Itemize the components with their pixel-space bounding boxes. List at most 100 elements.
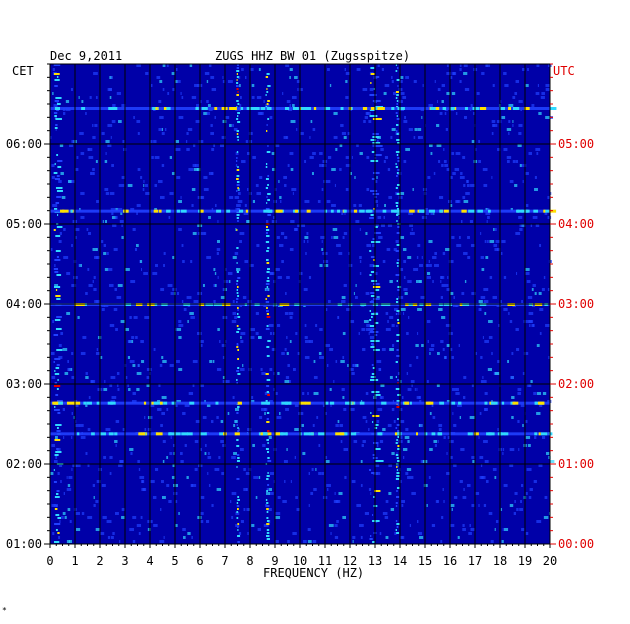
- event-cell: [214, 107, 218, 110]
- band-cell: [236, 301, 238, 303]
- noise-cell: [115, 208, 118, 211]
- noise-cell: [390, 136, 393, 139]
- noise-cell: [172, 464, 176, 467]
- event-cell: [138, 432, 142, 436]
- band-cell: [236, 346, 239, 348]
- band-cell: [56, 490, 60, 492]
- noise-cell: [172, 444, 176, 447]
- noise-cell: [136, 204, 141, 207]
- noise-cell: [417, 136, 420, 139]
- noise-cell: [120, 320, 126, 323]
- noise-cell: [220, 440, 224, 443]
- noise-cell: [252, 444, 255, 447]
- noise-cell: [417, 532, 423, 535]
- noise-cell: [200, 344, 203, 347]
- band-cell: [54, 373, 60, 375]
- noise-cell: [290, 168, 294, 171]
- event-cell: [266, 401, 271, 405]
- band-cell: [266, 316, 271, 318]
- noise-cell: [243, 212, 249, 215]
- noise-cell: [58, 344, 62, 347]
- noise-cell: [449, 524, 455, 527]
- noise-cell: [50, 352, 55, 355]
- noise-cell: [283, 460, 288, 463]
- noise-cell: [227, 412, 230, 415]
- noise-cell: [446, 452, 448, 455]
- noise-cell: [353, 204, 357, 207]
- event-cell: [83, 401, 87, 405]
- noise-cell: [75, 424, 80, 427]
- noise-cell: [252, 200, 256, 203]
- noise-cell: [255, 184, 259, 187]
- band-cell: [371, 151, 375, 153]
- band-cell: [395, 202, 399, 204]
- cet-label: CET: [12, 64, 34, 78]
- noise-cell: [468, 532, 472, 535]
- band-cell: [396, 496, 400, 498]
- noise-cell: [338, 492, 343, 495]
- noise-cell: [535, 224, 540, 227]
- band-cell: [372, 367, 375, 369]
- noise-cell: [368, 428, 370, 431]
- band-cell: [266, 421, 270, 423]
- noise-cell: [212, 360, 215, 363]
- noise-cell: [435, 500, 438, 503]
- noise-cell: [331, 236, 333, 239]
- band-cell: [236, 424, 238, 426]
- noise-cell: [297, 224, 300, 227]
- noise-cell: [185, 140, 188, 143]
- noise-cell: [132, 540, 136, 543]
- noise-cell: [76, 528, 81, 531]
- noise-cell: [96, 248, 98, 251]
- x-tick-label: 7: [221, 554, 228, 568]
- noise-cell: [178, 324, 184, 327]
- noise-cell: [300, 132, 304, 135]
- event-cell: [329, 401, 335, 405]
- band-cell: [265, 310, 269, 312]
- noise-cell: [90, 380, 96, 383]
- noise-cell: [438, 424, 443, 427]
- band-cell: [370, 271, 375, 273]
- noise-cell: [436, 384, 440, 387]
- band-cell: [266, 475, 270, 477]
- noise-cell: [181, 300, 184, 303]
- band-cell: [265, 229, 270, 231]
- band-cell: [236, 151, 239, 153]
- band-cell: [56, 430, 61, 432]
- band-cell: [373, 259, 375, 261]
- noise-cell: [414, 388, 416, 391]
- noise-cell: [136, 212, 138, 215]
- noise-cell: [186, 148, 190, 151]
- noise-cell: [334, 524, 338, 527]
- noise-cell: [178, 228, 182, 231]
- noise-cell: [368, 488, 372, 491]
- noise-cell: [523, 352, 529, 355]
- event-cell: [540, 432, 548, 436]
- noise-cell: [421, 344, 424, 347]
- event-cell: [60, 209, 65, 213]
- noise-cell: [345, 156, 349, 159]
- noise-cell: [432, 280, 434, 283]
- noise-cell: [438, 160, 441, 163]
- noise-cell: [235, 512, 240, 515]
- band-cell: [265, 76, 269, 78]
- noise-cell: [377, 216, 382, 219]
- noise-cell: [368, 120, 372, 123]
- noise-cell: [176, 400, 181, 403]
- band-cell: [370, 343, 374, 345]
- noise-cell: [122, 428, 125, 431]
- noise-cell: [419, 400, 422, 403]
- noise-cell: [500, 508, 503, 511]
- noise-cell: [481, 268, 485, 271]
- noise-cell: [341, 388, 345, 391]
- noise-cell: [295, 332, 298, 335]
- band-cell: [53, 334, 59, 336]
- band-cell: [396, 325, 398, 327]
- noise-cell: [92, 280, 94, 283]
- noise-cell: [161, 412, 166, 415]
- event-cell: [473, 432, 479, 436]
- band-cell: [56, 274, 62, 276]
- noise-cell: [413, 136, 416, 139]
- band-cell: [370, 256, 375, 258]
- noise-cell: [255, 312, 259, 315]
